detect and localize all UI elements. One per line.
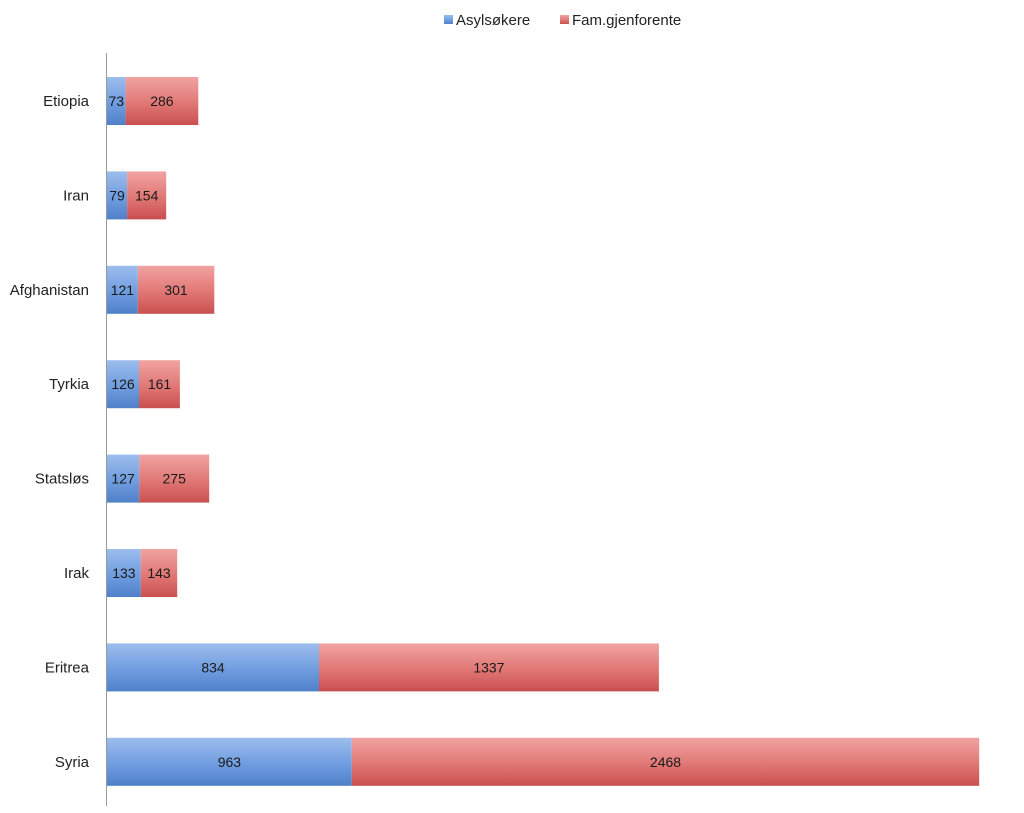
legend-swatch-asylsokere bbox=[444, 15, 453, 24]
bar-tyrkia-fam-gjenforente bbox=[139, 360, 180, 409]
bar-iran-asylsokere bbox=[107, 171, 128, 220]
value-label-syria-fam-gjenforente: 2468 bbox=[650, 754, 681, 770]
category-label-syria: Syria bbox=[55, 754, 90, 771]
bar-statslos-asylsokere bbox=[107, 454, 140, 503]
legend-label-fam-gjenforente: Fam.gjenforente bbox=[572, 12, 681, 29]
bar-irak-asylsokere bbox=[107, 549, 141, 597]
bar-syria-asylsokere bbox=[107, 737, 352, 786]
bars bbox=[107, 77, 980, 786]
category-label-tyrkia: Tyrkia bbox=[49, 376, 90, 393]
category-label-afghanistan: Afghanistan bbox=[10, 282, 89, 299]
bar-tyrkia-asylsokere bbox=[107, 360, 139, 409]
bar-eritrea-fam-gjenforente bbox=[319, 643, 659, 692]
bar-iran-fam-gjenforente bbox=[127, 171, 167, 220]
category-label-irak: Irak bbox=[64, 565, 90, 582]
value-label-afghanistan-fam-gjenforente: 301 bbox=[164, 282, 188, 298]
value-label-irak-fam-gjenforente: 143 bbox=[147, 565, 171, 581]
category-label-iran: Iran bbox=[63, 187, 89, 204]
value-label-irak-asylsokere: 133 bbox=[112, 565, 136, 581]
category-label-etiopia: Etiopia bbox=[43, 93, 90, 110]
value-label-tyrkia-fam-gjenforente: 161 bbox=[148, 376, 172, 392]
value-labels: 73 286 79 154 121 301 126 161 127 275 133 143 834 133… bbox=[109, 93, 682, 770]
legend-swatch-fam-gjenforente bbox=[560, 15, 569, 24]
value-label-iran-asylsokere: 79 bbox=[109, 187, 125, 203]
bar-etiopia-asylsokere bbox=[107, 77, 126, 125]
bar-afghanistan-fam-gjenforente bbox=[137, 265, 215, 314]
value-label-statslos-fam-gjenforente: 275 bbox=[163, 471, 187, 487]
bar-eritrea-asylsokere bbox=[107, 643, 319, 692]
bar-afghanistan-asylsokere bbox=[107, 265, 138, 314]
value-label-syria-asylsokere: 963 bbox=[218, 754, 242, 770]
category-label-eritrea: Eritrea bbox=[45, 659, 90, 676]
value-label-statslos-asylsokere: 127 bbox=[111, 471, 135, 487]
legend: Asylsøkere Fam.gjenforente bbox=[444, 12, 681, 29]
value-label-eritrea-fam-gjenforente: 1337 bbox=[473, 659, 504, 675]
category-labels: Etiopia Iran Afghanistan Tyrkia Statsløs Irak… bbox=[10, 93, 90, 771]
bar-syria-fam-gjenforente bbox=[351, 737, 980, 786]
value-label-iran-fam-gjenforente: 154 bbox=[135, 187, 159, 203]
bar-statslos-fam-gjenforente bbox=[139, 454, 210, 503]
bar-irak-fam-gjenforente bbox=[140, 549, 178, 597]
value-label-tyrkia-asylsokere: 126 bbox=[111, 376, 135, 392]
value-label-etiopia-asylsokere: 73 bbox=[109, 93, 125, 109]
legend-label-asylsokere: Asylsøkere bbox=[456, 12, 530, 29]
bar-etiopia-fam-gjenforente bbox=[125, 77, 199, 125]
value-label-eritrea-asylsokere: 834 bbox=[201, 659, 225, 675]
category-label-statslos: Statsløs bbox=[35, 471, 89, 488]
value-label-etiopia-fam-gjenforente: 286 bbox=[150, 93, 174, 109]
value-label-afghanistan-asylsokere: 121 bbox=[111, 282, 135, 298]
